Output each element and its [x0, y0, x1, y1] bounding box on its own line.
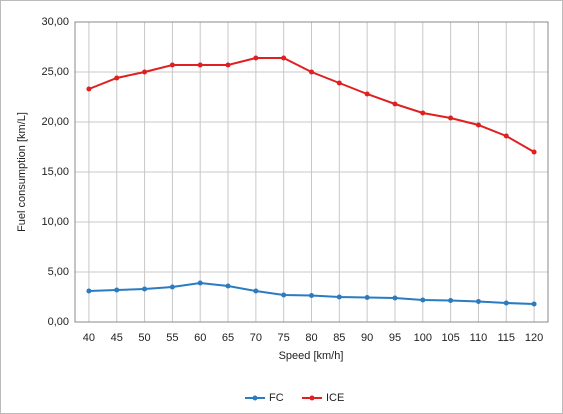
data-point	[531, 301, 537, 307]
data-point	[503, 133, 509, 139]
data-point	[475, 299, 481, 304]
x-tick-label: 90	[361, 332, 373, 344]
x-tick-label: 100	[414, 332, 432, 344]
y-tick-label: 20,00	[41, 116, 69, 128]
data-point	[420, 297, 426, 303]
data-point	[197, 62, 203, 68]
x-tick-label: 75	[278, 332, 290, 344]
data-point	[531, 149, 537, 155]
x-tick-label: 105	[441, 332, 459, 344]
x-tick-label: 45	[111, 332, 123, 344]
y-tick-label: 5,00	[48, 266, 69, 278]
data-point	[309, 293, 314, 298]
y-tick-label: 10,00	[41, 216, 69, 228]
data-point	[197, 280, 203, 286]
x-axis-label: Speed [km/h]	[279, 350, 344, 362]
x-tick-label: 65	[222, 332, 234, 344]
data-point	[336, 80, 342, 86]
x-tick-label: 50	[138, 332, 150, 344]
legend-marker	[252, 395, 258, 401]
x-tick-label: 115	[497, 332, 515, 344]
data-point	[114, 75, 120, 81]
data-point	[364, 295, 370, 300]
data-point	[169, 62, 175, 68]
x-tick-label: 80	[305, 332, 317, 344]
data-point	[309, 69, 314, 75]
data-point	[420, 110, 426, 116]
data-point	[392, 295, 398, 301]
data-point	[253, 288, 259, 294]
x-tick-label: 95	[389, 332, 401, 344]
x-tick-label: 55	[166, 332, 178, 344]
legend-label: ICE	[326, 392, 344, 404]
x-tick-label: 70	[250, 332, 262, 344]
data-point	[281, 292, 287, 298]
legend-label: FC	[269, 392, 284, 404]
y-tick-label: 0,00	[48, 316, 69, 328]
data-point	[142, 286, 148, 292]
data-point	[448, 115, 454, 121]
x-tick-label: 40	[83, 332, 95, 344]
data-point	[114, 287, 120, 293]
x-tick-label: 120	[525, 332, 543, 344]
y-tick-label: 25,00	[41, 66, 69, 78]
y-tick-label: 30,00	[41, 16, 69, 28]
data-point	[336, 294, 342, 300]
data-point	[448, 298, 454, 303]
data-point	[392, 101, 398, 107]
data-point	[86, 86, 92, 92]
data-point	[225, 62, 231, 68]
plot-border	[74, 21, 549, 323]
data-point	[225, 283, 231, 289]
y-axis-label: Fuel consumption [km/L]	[16, 112, 28, 232]
x-tick-label: 60	[194, 332, 206, 344]
y-tick-label: 15,00	[41, 166, 69, 178]
x-tick-label: 110	[470, 332, 488, 344]
data-point	[364, 91, 370, 97]
legend-marker	[309, 395, 315, 401]
data-point	[253, 55, 259, 61]
data-point	[281, 55, 287, 61]
data-point	[475, 122, 481, 128]
data-point	[169, 284, 175, 290]
data-point	[86, 288, 92, 294]
x-tick-label: 85	[333, 332, 345, 344]
data-point	[142, 69, 148, 75]
data-point	[503, 300, 509, 306]
